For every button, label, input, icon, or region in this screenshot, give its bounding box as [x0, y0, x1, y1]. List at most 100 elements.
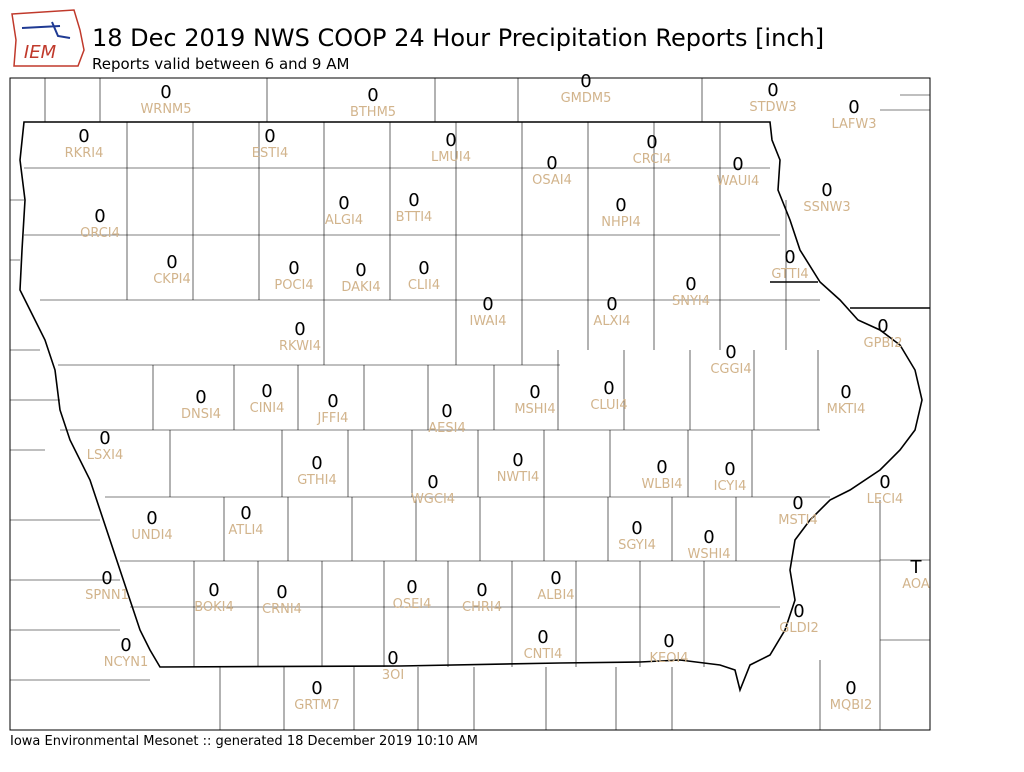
logo-text: IEM — [24, 42, 57, 63]
station-id: 3OI — [382, 668, 404, 683]
station-id: OSEI4 — [393, 597, 432, 612]
station-value: 0 — [476, 580, 487, 601]
station-value: 0 — [631, 518, 642, 539]
station-value: 0 — [240, 503, 251, 524]
station-id: UNDI4 — [131, 528, 172, 543]
station-value: 0 — [294, 319, 305, 340]
station-id: JFFI4 — [317, 411, 349, 426]
station-value: 0 — [656, 457, 667, 478]
station-id: GRTM7 — [294, 698, 340, 713]
station-id: IWAI4 — [470, 314, 507, 329]
station-value: 0 — [606, 294, 617, 315]
county-lines — [10, 78, 930, 730]
station-value: 0 — [877, 316, 888, 337]
station-id: SSNW3 — [803, 200, 850, 215]
station-value: 0 — [418, 258, 429, 279]
station-id: CNTI4 — [524, 647, 563, 662]
station-id: MSTI4 — [778, 513, 818, 528]
station-value: 0 — [845, 678, 856, 699]
station-id: CLII4 — [408, 278, 440, 293]
station-value: 0 — [580, 71, 591, 92]
station-id: BTHM5 — [350, 105, 396, 120]
title: 18 Dec 2019 NWS COOP 24 Hour Precipitati… — [92, 24, 824, 52]
station-value: 0 — [546, 153, 557, 174]
station-id: GMDM5 — [561, 91, 612, 106]
station-id: NCYN1 — [104, 655, 149, 670]
boundaries — [9, 77, 931, 731]
station-value: 0 — [537, 627, 548, 648]
station-id: DAKI4 — [341, 280, 380, 295]
station-value: 0 — [311, 678, 322, 699]
station-value: 0 — [94, 206, 105, 227]
station-value: 0 — [732, 154, 743, 175]
station-id: SGYI4 — [618, 538, 656, 553]
station-value: 0 — [387, 648, 398, 669]
station-id: NWTI4 — [497, 470, 540, 485]
station-id: WAUI4 — [717, 174, 760, 189]
station-value: 0 — [550, 568, 561, 589]
station-value: 0 — [367, 85, 378, 106]
station-id: DNSI4 — [181, 407, 221, 422]
station-id: WRNM5 — [140, 102, 191, 117]
station-value: 0 — [646, 132, 657, 153]
station-value: 0 — [879, 472, 890, 493]
station-id: GPBI2 — [864, 336, 903, 351]
station-id: MSHI4 — [514, 402, 555, 417]
station-id: AESI4 — [428, 421, 465, 436]
station-id: ICYI4 — [714, 479, 747, 494]
station-value: 0 — [327, 391, 338, 412]
station-value: 0 — [208, 580, 219, 601]
station-id: LECI4 — [867, 492, 904, 507]
station-value: 0 — [166, 252, 177, 273]
station-value: 0 — [78, 126, 89, 147]
station-value: 0 — [261, 381, 272, 402]
station-id: ATLI4 — [228, 523, 263, 538]
station-value: 0 — [482, 294, 493, 315]
station-value: 0 — [195, 387, 206, 408]
station-id: GTTI4 — [771, 267, 808, 282]
station-value: T — [910, 557, 923, 578]
station-id: POCI4 — [274, 278, 313, 293]
station-value: 0 — [821, 180, 832, 201]
station-id: CRNI4 — [262, 602, 302, 617]
station-value: 0 — [441, 401, 452, 422]
station-id: CKPI4 — [153, 272, 191, 287]
station-id: GLDI2 — [779, 621, 818, 636]
station-value: 0 — [99, 428, 110, 449]
station-id: CRCI4 — [633, 152, 672, 167]
station-value: 0 — [529, 382, 540, 403]
station-id: RKWI4 — [279, 339, 321, 354]
station-id: CGGI4 — [710, 362, 751, 377]
station-value: 0 — [767, 80, 778, 101]
station-value: 0 — [408, 190, 419, 211]
station-id: ALXI4 — [593, 314, 630, 329]
station-id: SNYI4 — [672, 294, 710, 309]
iowa-border — [19, 121, 923, 693]
footer: Iowa Environmental Mesonet :: generated … — [10, 734, 478, 749]
station-value: 0 — [725, 342, 736, 363]
station-value: 0 — [146, 508, 157, 529]
station-id: CINI4 — [250, 401, 285, 416]
station-value: 0 — [603, 378, 614, 399]
station-id: MQBI2 — [830, 698, 872, 713]
station-value: 0 — [101, 568, 112, 589]
station-value: 0 — [264, 126, 275, 147]
station-value: 0 — [427, 472, 438, 493]
logo: IEM — [11, 9, 85, 67]
station-value: 0 — [840, 382, 851, 403]
station-id: ALBI4 — [537, 588, 574, 603]
station-value: 0 — [792, 493, 803, 514]
station-id: CHRI4 — [462, 600, 502, 615]
station-id: BOKI4 — [194, 600, 234, 615]
station-id: STDW3 — [749, 100, 796, 115]
station-id: RKRI4 — [65, 146, 104, 161]
station-id: KEOI4 — [649, 651, 688, 666]
station-id: LAFW3 — [831, 117, 876, 132]
station-value: 0 — [615, 195, 626, 216]
station-value: 0 — [355, 260, 366, 281]
station-value: 0 — [793, 601, 804, 622]
station-value: 0 — [311, 453, 322, 474]
station-value: 0 — [288, 258, 299, 279]
